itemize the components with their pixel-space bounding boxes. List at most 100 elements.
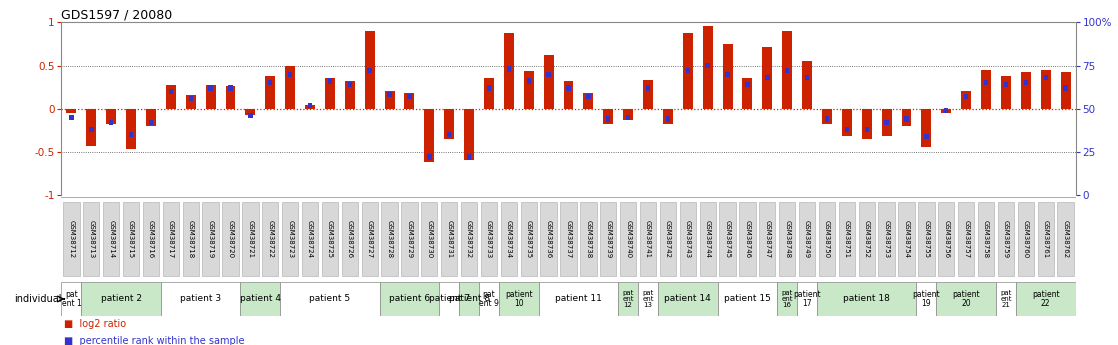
Bar bbox=[825, 116, 830, 121]
Bar bbox=[982, 70, 991, 109]
Bar bbox=[918, 202, 935, 276]
Bar bbox=[618, 282, 638, 316]
Bar bbox=[1021, 72, 1031, 109]
Text: GDS1597 / 20080: GDS1597 / 20080 bbox=[61, 8, 173, 21]
Text: GSM38712: GSM38712 bbox=[68, 220, 75, 258]
Bar bbox=[288, 71, 292, 77]
Text: GSM38748: GSM38748 bbox=[784, 220, 790, 258]
Bar bbox=[1001, 76, 1011, 109]
Text: GSM38752: GSM38752 bbox=[864, 220, 870, 258]
Text: patient
19: patient 19 bbox=[912, 290, 940, 308]
Text: patient 3: patient 3 bbox=[180, 294, 221, 304]
Bar bbox=[126, 109, 136, 149]
Bar bbox=[328, 78, 332, 83]
Bar bbox=[129, 132, 133, 137]
Text: patient 5: patient 5 bbox=[310, 294, 350, 304]
Bar bbox=[862, 109, 872, 139]
Bar bbox=[499, 282, 539, 316]
Text: patient
17: patient 17 bbox=[794, 290, 821, 308]
Bar bbox=[364, 31, 375, 109]
Text: pat
ent
12: pat ent 12 bbox=[623, 290, 634, 308]
Bar bbox=[521, 202, 537, 276]
Bar bbox=[1024, 80, 1027, 85]
Bar bbox=[600, 202, 616, 276]
Text: GSM38762: GSM38762 bbox=[1062, 220, 1069, 258]
Bar bbox=[705, 63, 710, 68]
Bar bbox=[879, 202, 894, 276]
Bar bbox=[222, 202, 238, 276]
Bar bbox=[680, 202, 695, 276]
Text: patient 18: patient 18 bbox=[843, 294, 890, 304]
Bar bbox=[961, 91, 972, 109]
Bar bbox=[996, 282, 1016, 316]
Text: GSM38741: GSM38741 bbox=[645, 220, 651, 258]
Bar bbox=[501, 202, 517, 276]
Text: GSM38759: GSM38759 bbox=[1003, 220, 1008, 258]
Bar bbox=[265, 76, 275, 109]
Bar bbox=[61, 282, 82, 316]
Bar bbox=[797, 282, 817, 316]
Bar bbox=[818, 202, 835, 276]
Text: pat
ent 9: pat ent 9 bbox=[479, 290, 499, 308]
Bar bbox=[504, 33, 514, 109]
Bar bbox=[638, 282, 659, 316]
Text: GSM38742: GSM38742 bbox=[665, 220, 671, 258]
Bar bbox=[799, 202, 815, 276]
Bar bbox=[539, 282, 618, 316]
Bar bbox=[285, 66, 295, 109]
Text: GSM38721: GSM38721 bbox=[247, 220, 254, 258]
Bar bbox=[444, 109, 454, 139]
Bar bbox=[606, 116, 610, 121]
Bar bbox=[425, 109, 434, 162]
Text: patient
20: patient 20 bbox=[953, 290, 980, 308]
Bar bbox=[89, 127, 94, 132]
Bar bbox=[281, 282, 380, 316]
Text: patient 14: patient 14 bbox=[664, 294, 711, 304]
Bar bbox=[1061, 72, 1071, 109]
Bar bbox=[165, 85, 176, 109]
Bar bbox=[523, 71, 533, 109]
Bar bbox=[322, 202, 338, 276]
Bar bbox=[584, 93, 594, 109]
Bar bbox=[1058, 202, 1073, 276]
Bar bbox=[623, 109, 633, 120]
Text: GSM38717: GSM38717 bbox=[168, 220, 173, 258]
Text: pat
ent
21: pat ent 21 bbox=[1001, 290, 1012, 308]
Bar bbox=[742, 78, 752, 109]
Bar bbox=[459, 282, 479, 316]
Bar bbox=[268, 80, 273, 85]
Bar bbox=[368, 68, 372, 73]
Bar bbox=[779, 202, 795, 276]
Bar bbox=[904, 116, 909, 121]
Text: GSM38718: GSM38718 bbox=[188, 220, 193, 258]
Text: GSM38729: GSM38729 bbox=[407, 220, 413, 258]
Bar bbox=[643, 80, 653, 109]
Text: GSM38754: GSM38754 bbox=[903, 220, 910, 258]
Bar bbox=[344, 81, 354, 109]
Bar bbox=[381, 202, 398, 276]
Bar bbox=[683, 33, 693, 109]
Bar bbox=[342, 202, 358, 276]
Bar bbox=[387, 92, 391, 97]
Text: GSM38713: GSM38713 bbox=[88, 220, 94, 258]
Bar bbox=[1041, 70, 1051, 109]
Text: GSM38726: GSM38726 bbox=[347, 220, 353, 258]
Bar bbox=[964, 94, 968, 99]
Bar bbox=[161, 282, 240, 316]
Bar bbox=[1063, 85, 1068, 90]
Bar bbox=[442, 202, 457, 276]
Text: GSM38758: GSM38758 bbox=[983, 220, 989, 258]
Bar bbox=[762, 47, 773, 109]
Text: GSM38732: GSM38732 bbox=[466, 220, 472, 258]
Bar bbox=[646, 85, 651, 90]
Text: GSM38727: GSM38727 bbox=[367, 220, 372, 258]
Text: GSM38755: GSM38755 bbox=[923, 220, 929, 258]
Text: GSM38746: GSM38746 bbox=[745, 220, 750, 258]
Text: GSM38743: GSM38743 bbox=[685, 220, 691, 258]
Bar bbox=[202, 202, 219, 276]
Bar bbox=[385, 91, 395, 109]
Text: GSM38738: GSM38738 bbox=[586, 220, 591, 258]
Bar bbox=[380, 282, 439, 316]
Bar bbox=[506, 66, 511, 71]
Bar bbox=[163, 202, 179, 276]
